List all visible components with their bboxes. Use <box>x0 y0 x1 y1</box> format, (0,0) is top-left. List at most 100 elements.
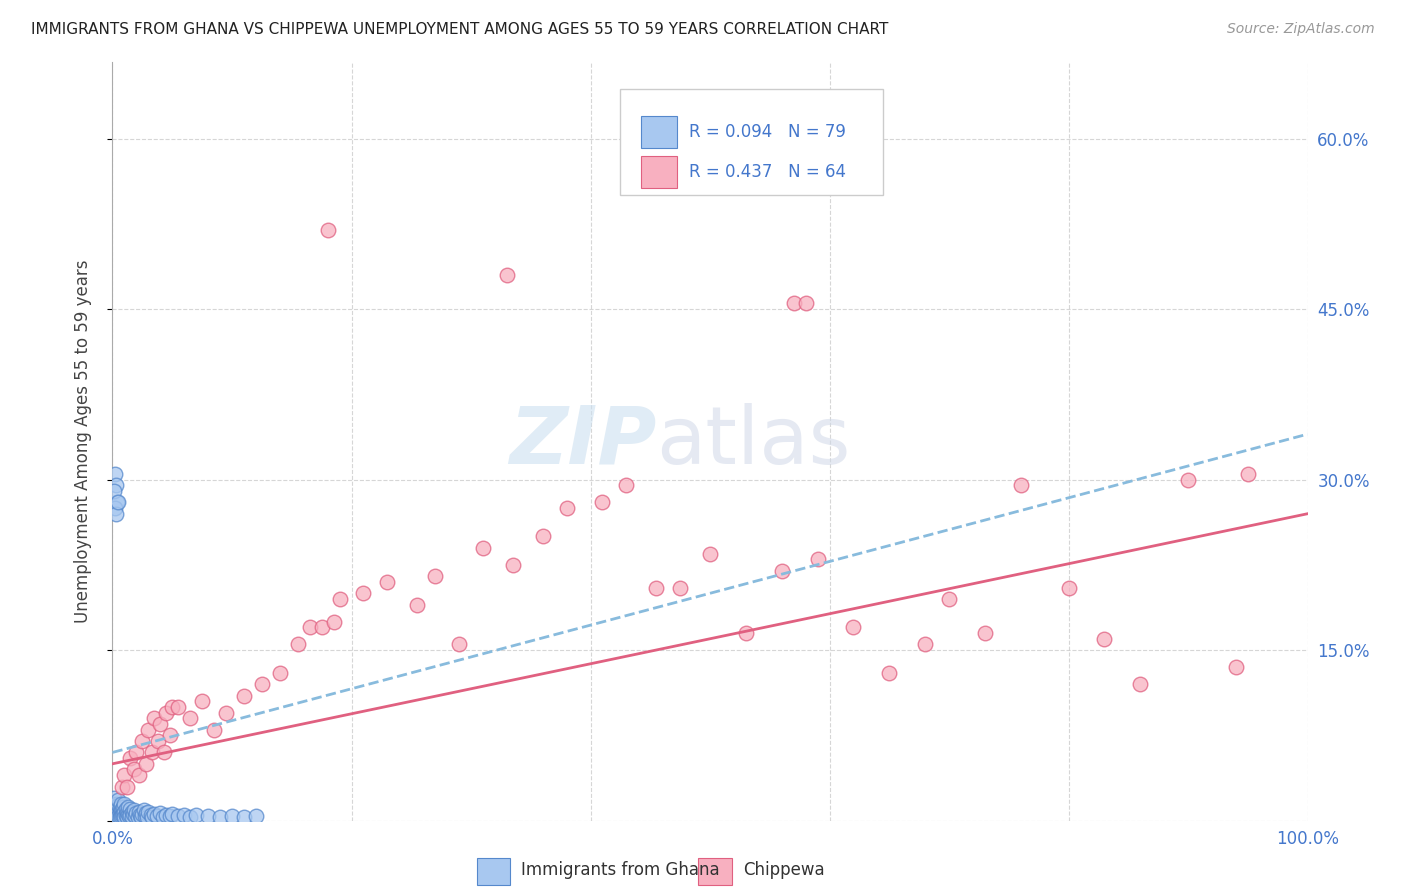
Point <box>1237 467 1260 481</box>
Point <box>105 810 128 824</box>
Point <box>132 804 155 818</box>
Point <box>104 467 127 481</box>
Point <box>311 620 333 634</box>
Point <box>298 620 321 634</box>
Point <box>105 811 128 825</box>
Point <box>138 723 160 737</box>
Point <box>879 665 901 680</box>
Point <box>502 558 524 572</box>
FancyBboxPatch shape <box>620 89 883 195</box>
Point <box>842 620 865 634</box>
Text: Chippewa: Chippewa <box>744 861 825 879</box>
Point <box>114 797 135 811</box>
Point <box>120 751 142 765</box>
Point <box>128 805 150 819</box>
Point <box>111 780 134 794</box>
Point <box>105 806 128 821</box>
Point <box>1225 660 1247 674</box>
Point <box>108 810 131 824</box>
Point <box>735 626 758 640</box>
Point <box>117 800 139 814</box>
Point <box>592 495 614 509</box>
Point <box>105 495 128 509</box>
Point <box>128 768 150 782</box>
Point <box>107 797 129 812</box>
Text: R = 0.437   N = 64: R = 0.437 N = 64 <box>689 162 845 180</box>
FancyBboxPatch shape <box>641 156 676 187</box>
Point <box>191 694 214 708</box>
FancyBboxPatch shape <box>699 858 731 885</box>
Point <box>112 806 135 821</box>
Text: atlas: atlas <box>657 402 851 481</box>
Point <box>136 810 159 824</box>
Point <box>105 507 128 521</box>
Point <box>179 810 201 824</box>
Point <box>104 811 127 825</box>
Point <box>122 763 145 777</box>
Point <box>131 806 153 821</box>
Point <box>122 804 145 818</box>
Point <box>111 802 134 816</box>
Point <box>103 483 125 498</box>
Point <box>103 791 125 805</box>
Point <box>114 810 135 824</box>
Point <box>107 495 129 509</box>
Point <box>162 806 183 821</box>
Point <box>114 805 135 819</box>
Point <box>425 569 447 583</box>
Point <box>531 529 554 543</box>
Point <box>115 810 138 824</box>
Point <box>782 296 804 310</box>
Point <box>233 689 256 703</box>
Point <box>555 501 578 516</box>
Point <box>138 805 160 819</box>
Point <box>121 805 143 819</box>
Point <box>1057 581 1080 595</box>
Point <box>110 809 132 823</box>
Point <box>162 700 183 714</box>
Point <box>269 665 291 680</box>
Point <box>107 809 129 823</box>
Point <box>155 808 177 822</box>
Point <box>167 809 190 823</box>
FancyBboxPatch shape <box>641 116 676 148</box>
Point <box>131 734 153 748</box>
Point <box>105 478 128 492</box>
Point <box>104 501 127 516</box>
Point <box>104 805 127 819</box>
Point <box>974 626 997 640</box>
Point <box>145 809 167 823</box>
Point <box>1129 677 1152 691</box>
Point <box>134 809 156 823</box>
Point <box>108 800 131 814</box>
Point <box>135 805 157 820</box>
Point <box>124 809 146 823</box>
Point <box>121 810 143 824</box>
Point <box>287 637 309 651</box>
Point <box>316 222 339 236</box>
Point <box>120 808 142 822</box>
Point <box>143 806 166 821</box>
Point <box>149 717 172 731</box>
Point <box>135 756 157 771</box>
Point <box>115 780 138 794</box>
Y-axis label: Unemployment Among Ages 55 to 59 years: Unemployment Among Ages 55 to 59 years <box>73 260 91 624</box>
Point <box>197 809 219 823</box>
Point <box>139 808 162 822</box>
Text: R = 0.094   N = 79: R = 0.094 N = 79 <box>689 123 845 141</box>
Point <box>377 574 399 589</box>
Point <box>105 797 128 811</box>
Point <box>120 802 142 816</box>
Point <box>149 805 172 820</box>
Point <box>352 586 374 600</box>
Point <box>118 809 141 823</box>
Point <box>110 804 132 818</box>
Point <box>447 637 470 651</box>
Point <box>111 808 134 822</box>
Point <box>103 808 125 822</box>
Point <box>322 615 344 629</box>
Point <box>114 768 135 782</box>
Point <box>699 547 721 561</box>
Point <box>115 805 138 819</box>
Point <box>155 706 177 720</box>
